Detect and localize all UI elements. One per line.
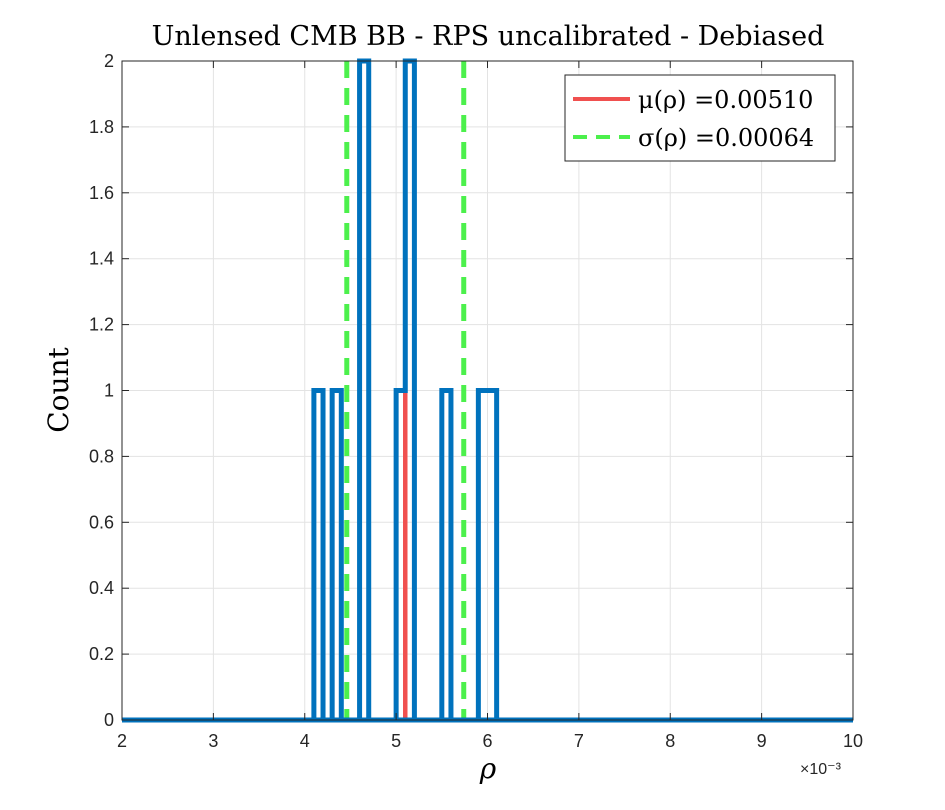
y-tick-label: 1.2 [89,315,114,335]
x-tick-label: 5 [391,731,401,751]
sigma-lines [344,61,467,720]
y-tick-label: 2 [104,51,114,71]
x-axis-exponent: ×10⁻³ [800,761,842,778]
x-tick-label: 4 [300,731,310,751]
x-axis-label: ρ [479,752,497,785]
plot-area: 2 3 4 5 6 7 8 9 10 0 0.2 0.4 0.6 0.8 1 1.2 1.4 1.6 1.8 2 [89,51,863,751]
grid-lines [121,60,854,721]
histogram-bar [405,61,414,720]
x-tick-label: 10 [843,731,863,751]
histogram-bar [442,391,451,721]
histogram-outline [122,58,853,723]
histogram-bar [478,391,487,721]
histogram-bar [332,391,341,721]
legend: μ(ρ) =0.00510 σ(ρ) =0.00064 [564,74,836,162]
x-tick-label: 8 [665,731,675,751]
y-tick-label: 0 [104,710,114,730]
histogram-bar [360,61,369,720]
y-axis-label: Count [42,346,75,432]
y-tick-label: 0.6 [89,512,114,532]
x-tick-label: 3 [208,731,218,751]
y-tick-label: 0.4 [89,578,114,598]
x-tick-label: 9 [757,731,767,751]
y-tick-label: 1.8 [89,117,114,137]
x-tick-label: 2 [117,731,127,751]
y-tick-label: 1.6 [89,183,114,203]
y-tick-label: 1.4 [89,249,114,269]
histogram-bar [396,391,405,721]
x-tick-label: 6 [482,731,492,751]
histogram-bar [488,391,497,721]
legend-mean-label: μ(ρ) =0.00510 [638,86,813,114]
y-tick-label: 0.8 [89,446,114,466]
legend-box [564,74,836,162]
chart-title: Unlensed CMB BB - RPS uncalibrated - Deb… [152,21,825,52]
y-tick-label: 0.2 [89,644,114,664]
histogram-bar [314,391,323,721]
x-tick-label: 7 [574,731,584,751]
y-tick-label: 1 [104,381,114,401]
legend-sigma-label: σ(ρ) =0.00064 [638,124,814,152]
histogram-series [122,58,853,723]
axis-ticks: 2 3 4 5 6 7 8 9 10 0 0.2 0.4 0.6 0.8 1 1.2 1.4 1.6 1.8 2 [89,51,863,751]
